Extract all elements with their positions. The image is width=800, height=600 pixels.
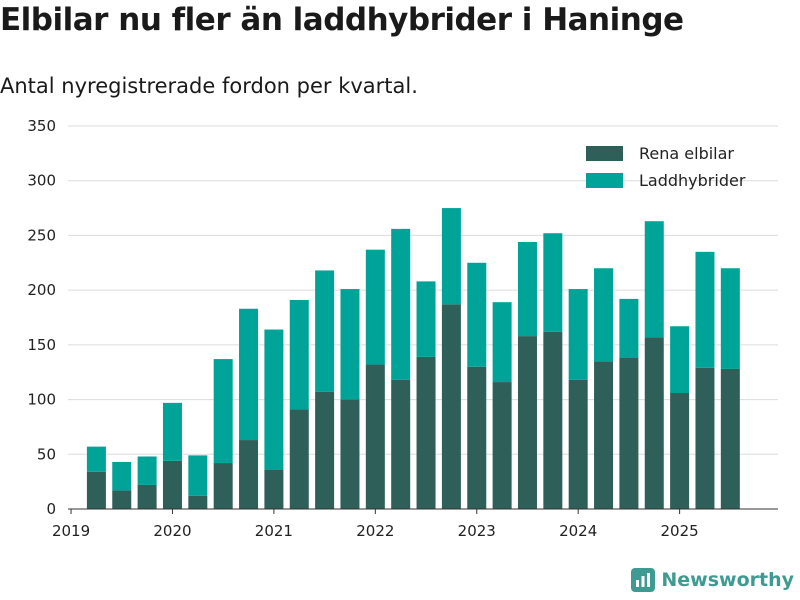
x-tick-label: 2021	[255, 522, 293, 540]
bar-laddhybrider	[340, 289, 360, 400]
bar-rena-elbilar	[213, 463, 233, 509]
bar-laddhybrider	[391, 228, 411, 380]
bar-rena-elbilar	[239, 440, 259, 509]
x-tick-label: 2020	[153, 522, 191, 540]
bar-laddhybrider	[264, 329, 284, 470]
chart-subtitle: Antal nyregistrerade fordon per kvartal.	[0, 74, 418, 98]
bar-rena-elbilar	[416, 356, 436, 509]
legend-label: Laddhybrider	[639, 171, 746, 190]
bar-rena-elbilar	[619, 357, 639, 509]
newsworthy-logo-icon	[631, 568, 656, 592]
y-tick-label: 300	[27, 172, 56, 190]
bar-rena-elbilar	[670, 393, 690, 509]
bar-rena-elbilar	[467, 366, 487, 509]
chart-title: Elbilar nu fler än laddhybrider i Haning…	[0, 2, 684, 38]
y-tick-label: 0	[46, 500, 56, 518]
bar-rena-elbilar	[720, 368, 740, 509]
bar-laddhybrider	[670, 326, 690, 394]
x-tick-label: 2019	[52, 522, 90, 540]
bar-laddhybrider	[112, 461, 132, 491]
bar-rena-elbilar	[264, 469, 284, 509]
bar-rena-elbilar	[594, 361, 614, 509]
bar-laddhybrider	[213, 359, 233, 464]
bar-laddhybrider	[492, 302, 512, 383]
bar-laddhybrider	[644, 221, 664, 338]
bar-rena-elbilar	[86, 471, 106, 509]
bar-laddhybrider	[517, 241, 537, 337]
bar-laddhybrider	[315, 270, 335, 392]
bar-rena-elbilar	[340, 399, 360, 509]
bar-laddhybrider	[137, 456, 157, 485]
bar-laddhybrider	[162, 402, 182, 461]
y-tick-label: 350	[27, 117, 56, 135]
bar-laddhybrider	[239, 308, 259, 441]
x-tick-label: 2023	[458, 522, 496, 540]
bar-rena-elbilar	[188, 495, 208, 509]
bar-series	[86, 208, 740, 509]
bar-laddhybrider	[543, 233, 563, 332]
bar-rena-elbilar	[391, 379, 411, 509]
bar-laddhybrider	[365, 249, 385, 365]
y-tick-label: 100	[27, 391, 56, 409]
legend-swatch	[586, 146, 623, 161]
bar-rena-elbilar	[137, 484, 157, 509]
bar-laddhybrider	[416, 281, 436, 357]
bar-rena-elbilar	[289, 409, 309, 509]
y-tick-label: 200	[27, 281, 56, 299]
bar-rena-elbilar	[568, 379, 588, 509]
x-tick-label: 2024	[559, 522, 597, 540]
bar-laddhybrider	[188, 455, 208, 496]
y-tick-label: 50	[37, 445, 56, 463]
legend-label: Rena elbilar	[639, 144, 734, 163]
bar-rena-elbilar	[695, 367, 715, 509]
brand-name: Newsworthy	[661, 569, 794, 591]
bar-laddhybrider	[568, 289, 588, 380]
bar-laddhybrider	[594, 268, 614, 362]
y-tick-label: 250	[27, 226, 56, 244]
bar-laddhybrider	[467, 262, 487, 367]
bar-laddhybrider	[619, 298, 639, 358]
bar-laddhybrider	[695, 251, 715, 368]
bar-rena-elbilar	[543, 331, 563, 509]
bar-rena-elbilar	[162, 460, 182, 509]
bar-rena-elbilar	[112, 490, 132, 509]
bar-laddhybrider	[289, 299, 309, 410]
legend-swatch	[586, 173, 623, 188]
bar-rena-elbilar	[492, 382, 512, 509]
bar-rena-elbilar	[365, 364, 385, 509]
x-tick-label: 2025	[661, 522, 699, 540]
bar-rena-elbilar	[315, 391, 335, 509]
bar-rena-elbilar	[441, 304, 461, 509]
bar-laddhybrider	[441, 208, 461, 305]
bar-rena-elbilar	[644, 337, 664, 509]
x-tick-label: 2022	[356, 522, 394, 540]
newsworthy-logo: Newsworthy	[631, 568, 794, 592]
legend: Rena elbilar Laddhybrider	[586, 144, 746, 190]
x-axis: 2019 2020 2021 2022 2023 2024 2025	[52, 508, 778, 540]
bar-rena-elbilar	[517, 336, 537, 509]
y-axis-ticks: 0 50 100 150 200 250 300 350	[27, 117, 56, 518]
bar-laddhybrider	[720, 268, 740, 369]
bar-laddhybrider	[86, 446, 106, 472]
y-tick-label: 150	[27, 336, 56, 354]
